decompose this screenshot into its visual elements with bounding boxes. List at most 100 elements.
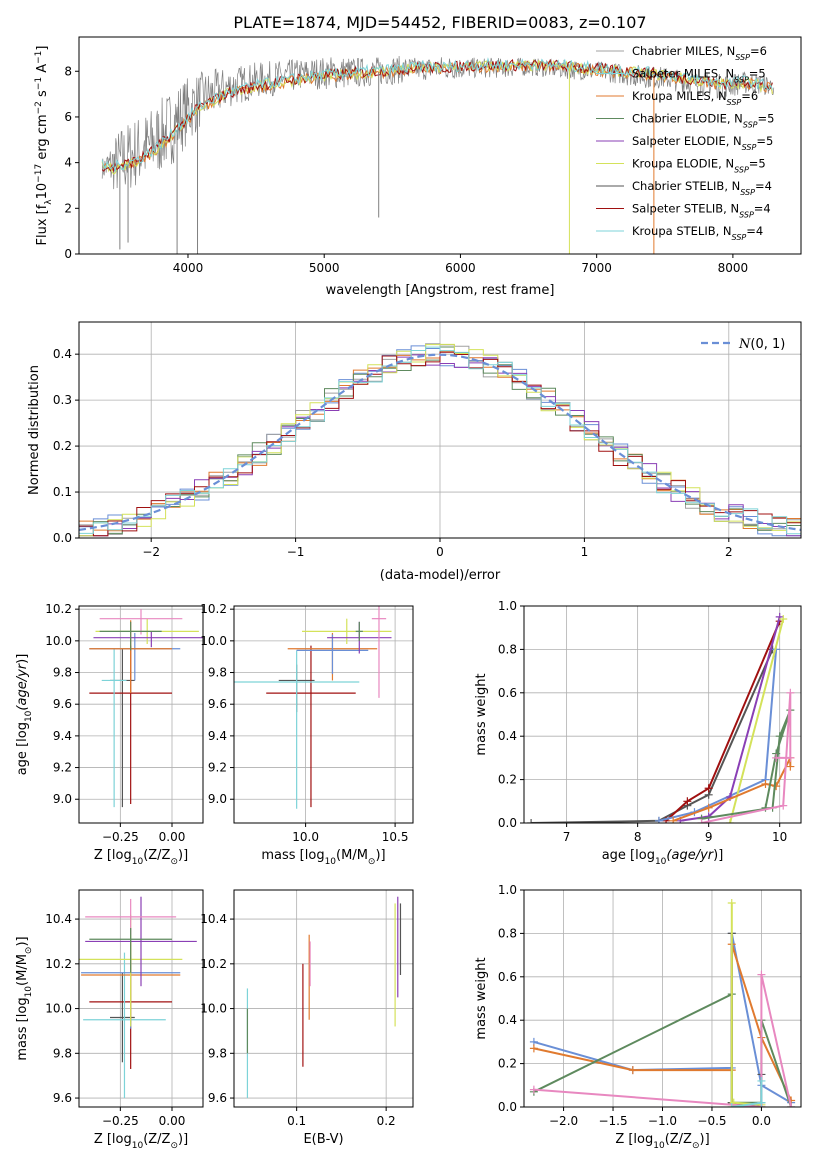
- panel-mass-weight-vs-z: −2.0 −1.5 −1.0 −0.5 0.0 0.0 0.2 0.4 0.6 0.8 1.0 Z […: [474, 883, 802, 1151]
- x-axis-label: (data-model)/error: [380, 568, 501, 583]
- y-tick-label: 0.2: [498, 1057, 517, 1071]
- y-tick-label: 9.4: [208, 729, 227, 743]
- y-tick-label: 10.0: [200, 634, 227, 648]
- weight-series-chabrier_miles: [658, 649, 778, 822]
- y-tick-label: 9.6: [208, 1091, 227, 1105]
- weight-marker: [757, 1098, 766, 1107]
- legend-entry: Kroupa MILES, NSSP=6: [632, 89, 758, 107]
- x-tick-label: 8000: [718, 261, 749, 275]
- x-tick-label: −1.0: [648, 1114, 677, 1128]
- x-tick-label: 6000: [445, 261, 476, 275]
- x-tick-label: 5000: [309, 261, 340, 275]
- axes-frame: [523, 605, 802, 824]
- legend-entry: Chabrier MILES, NSSP=6: [632, 44, 767, 62]
- x-axis-label: mass [log10(M/M⊙)]: [261, 848, 385, 867]
- weight-marker: [725, 819, 734, 823]
- x-tick-label: 8: [634, 830, 642, 844]
- plot-area: [101, 55, 775, 254]
- legend-entry: Salpeter MILES, NSSP=5: [632, 67, 766, 85]
- x-axis-label: E(B-V): [303, 1132, 343, 1147]
- weight-marker: [787, 1103, 796, 1107]
- plot-area: [529, 899, 796, 1107]
- plot-area: [527, 612, 795, 823]
- x-axis-label: Z [log10(Z/Z⊙)]: [94, 848, 188, 867]
- y-axis-label: mass weight: [474, 957, 489, 1039]
- weight-marker: [529, 1044, 538, 1053]
- y-tick-label: 0.0: [498, 1100, 517, 1114]
- y-tick-label: 9.2: [208, 761, 227, 775]
- y-tick-label: 0.0: [498, 816, 517, 830]
- legend-entry: Chabrier STELIB, NSSP=4: [632, 179, 772, 197]
- x-tick-label: 10.0: [292, 830, 319, 844]
- x-tick-label: 10.5: [382, 830, 409, 844]
- y-tick-label: 10.0: [45, 634, 72, 648]
- spectrum-model-kroupa_elodie: [101, 58, 773, 175]
- x-tick-label: 0.1: [287, 1114, 306, 1128]
- x-axis-label: Z [log10(Z/Z⊙)]: [615, 1132, 709, 1151]
- x-tick-label: 7000: [581, 261, 612, 275]
- x-tick-label: 0.0: [752, 1114, 771, 1128]
- axes-frame: [78, 605, 204, 824]
- panel-age-vs-z: −0.25 0.00 9.0 9.2 9.4 9.6 9.8 10.0 10.2 Z [log10…: [15, 602, 204, 867]
- legend-entry: Kroupa STELIB, NSSP=4: [632, 224, 763, 242]
- weight-series-salpeter_elodie: [680, 616, 781, 822]
- y-tick-label: 9.8: [208, 1046, 227, 1060]
- y-tick-label: 0.8: [498, 926, 517, 940]
- x-axis-label: wavelength [Angstrom, rest frame]: [326, 283, 555, 298]
- weight-marker: [786, 688, 795, 697]
- y-tick-label: 0: [64, 247, 72, 261]
- panel-mass-weight-vs-age: 7 8 9 10 0.0 0.2 0.4 0.6 0.8 1.0 age [log10(age/yr…: [474, 599, 802, 867]
- y-tick-label: 9.0: [53, 792, 72, 806]
- panel-mass-vs-ebv: 0.1 0.2 9.6 9.8 10.0 10.2 10.4 E(B-V): [200, 889, 414, 1147]
- x-tick-label: 7: [563, 830, 571, 844]
- y-tick-label: 0.4: [498, 729, 517, 743]
- y-tick-label: 10.2: [200, 957, 227, 971]
- panel-residual-distribution: N(0, 1) −2 −1 0 1 2 0.0 0.1 0.2 0.3 0.4 (data-model…: [27, 321, 802, 583]
- axes-frame: [78, 889, 204, 1108]
- panel-mass-vs-z: −0.25 0.00 9.6 9.8 10.0 10.2 10.4 Z [log10(Z/Z⊙…: [15, 889, 204, 1151]
- y-tick-label: 0.6: [498, 970, 517, 984]
- y-axis-label: Flux [fλ10−17 erg cm−2 s−1 A−1]: [34, 46, 54, 246]
- weight-marker: [683, 797, 692, 806]
- legend-entry: Salpeter ELODIE, NSSP=5: [632, 134, 773, 152]
- y-tick-label: 0.8: [498, 642, 517, 656]
- x-tick-label: 9: [705, 830, 713, 844]
- y-tick-label: 8: [64, 64, 72, 78]
- weight-marker: [786, 753, 795, 762]
- y-tick-label: 0.0: [53, 531, 72, 545]
- y-tick-label: 9.6: [208, 697, 227, 711]
- plot-area: [246, 896, 402, 1099]
- y-tick-label: 9.4: [53, 729, 72, 743]
- y-tick-label: 2: [64, 201, 72, 215]
- plot-area: [89, 609, 203, 808]
- x-tick-label: −1.5: [598, 1114, 627, 1128]
- y-tick-label: 9.0: [208, 792, 227, 806]
- y-tick-label: 0.1: [53, 485, 72, 499]
- y-tick-label: 10.2: [200, 602, 227, 616]
- y-tick-label: 4: [64, 156, 72, 170]
- y-tick-label: 0.4: [53, 347, 72, 361]
- plot-area: [234, 606, 392, 809]
- legend-entry: N(0, 1): [738, 337, 785, 352]
- chart-title: PLATE=1874, MJD=54452, FIBERID=0083, z=0…: [233, 13, 646, 32]
- y-tick-label: 9.2: [53, 761, 72, 775]
- legend-entry: Kroupa ELODIE, NSSP=5: [632, 157, 766, 175]
- legend-entry: Chabrier ELODIE, NSSP=5: [632, 112, 774, 130]
- weight-marker: [757, 1076, 766, 1085]
- weight-marker: [727, 899, 736, 908]
- y-tick-label: 9.6: [53, 1091, 72, 1105]
- y-tick-label: 0.2: [53, 439, 72, 453]
- y-tick-label: 10.4: [200, 912, 227, 926]
- y-tick-label: 1.0: [498, 599, 517, 613]
- weight-series-salpeter_stelib: [665, 620, 781, 822]
- weight-marker: [704, 803, 713, 812]
- weight-marker: [529, 1085, 538, 1094]
- x-tick-label: 10: [772, 830, 787, 844]
- weight-marker: [786, 762, 795, 771]
- weight-marker: [654, 816, 663, 823]
- y-axis-label: mass [log10(M/M⊙)]: [15, 936, 34, 1060]
- y-tick-label: 6: [64, 110, 72, 124]
- x-axis-label: age [log10(age/yr)]: [602, 848, 724, 867]
- plot-area: [79, 896, 197, 1099]
- axes-frame: [233, 889, 414, 1108]
